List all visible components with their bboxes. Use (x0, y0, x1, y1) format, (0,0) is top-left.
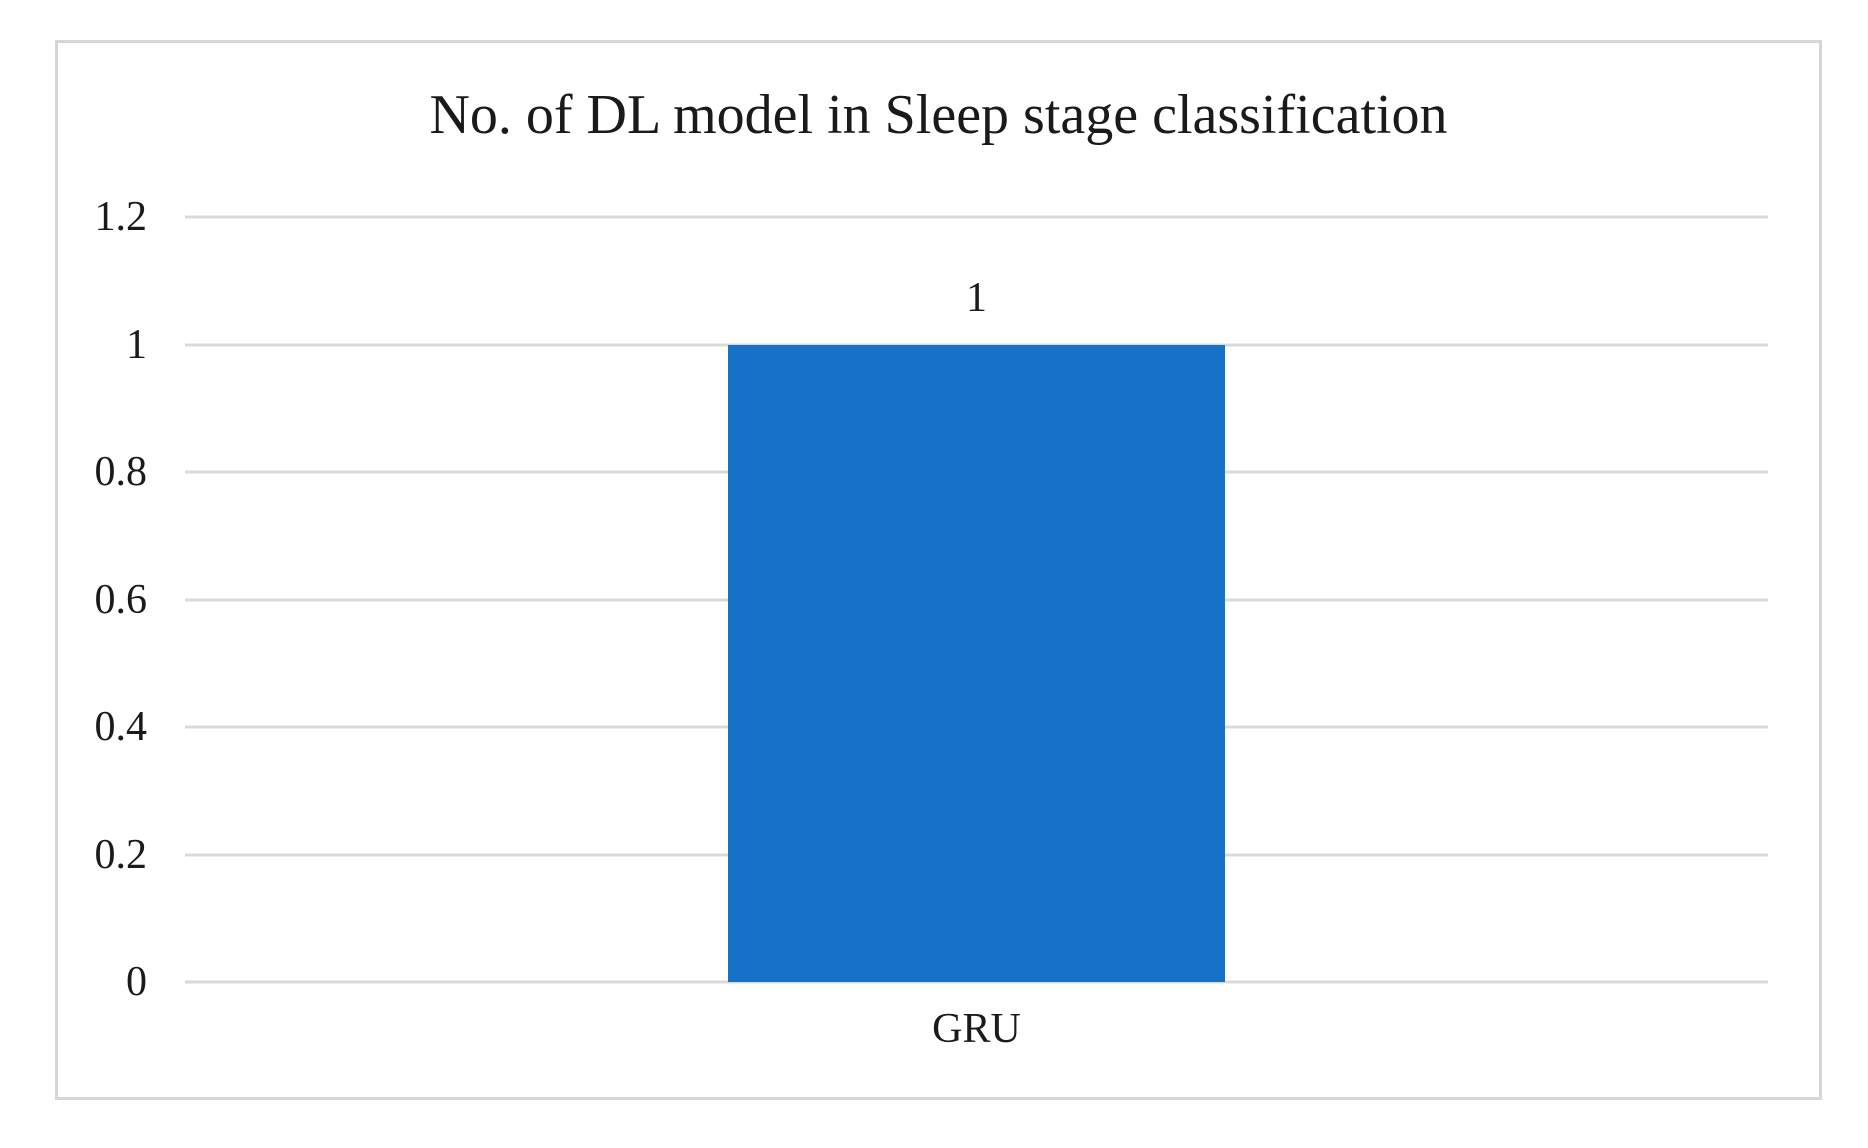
chart-title: No. of DL model in Sleep stage classific… (429, 84, 1448, 146)
chart-frame: No. of DL model in Sleep stage classific… (55, 40, 1822, 1100)
gridline (185, 215, 1768, 219)
data-label: 1 (966, 274, 987, 321)
x-category-label: GRU (932, 1006, 1021, 1052)
bar-gru (728, 344, 1225, 982)
x-axis-line (185, 980, 1768, 984)
plot-area: 0 0.2 0.4 0.6 0.8 1 1.2 1 GRU (95, 196, 1768, 1050)
